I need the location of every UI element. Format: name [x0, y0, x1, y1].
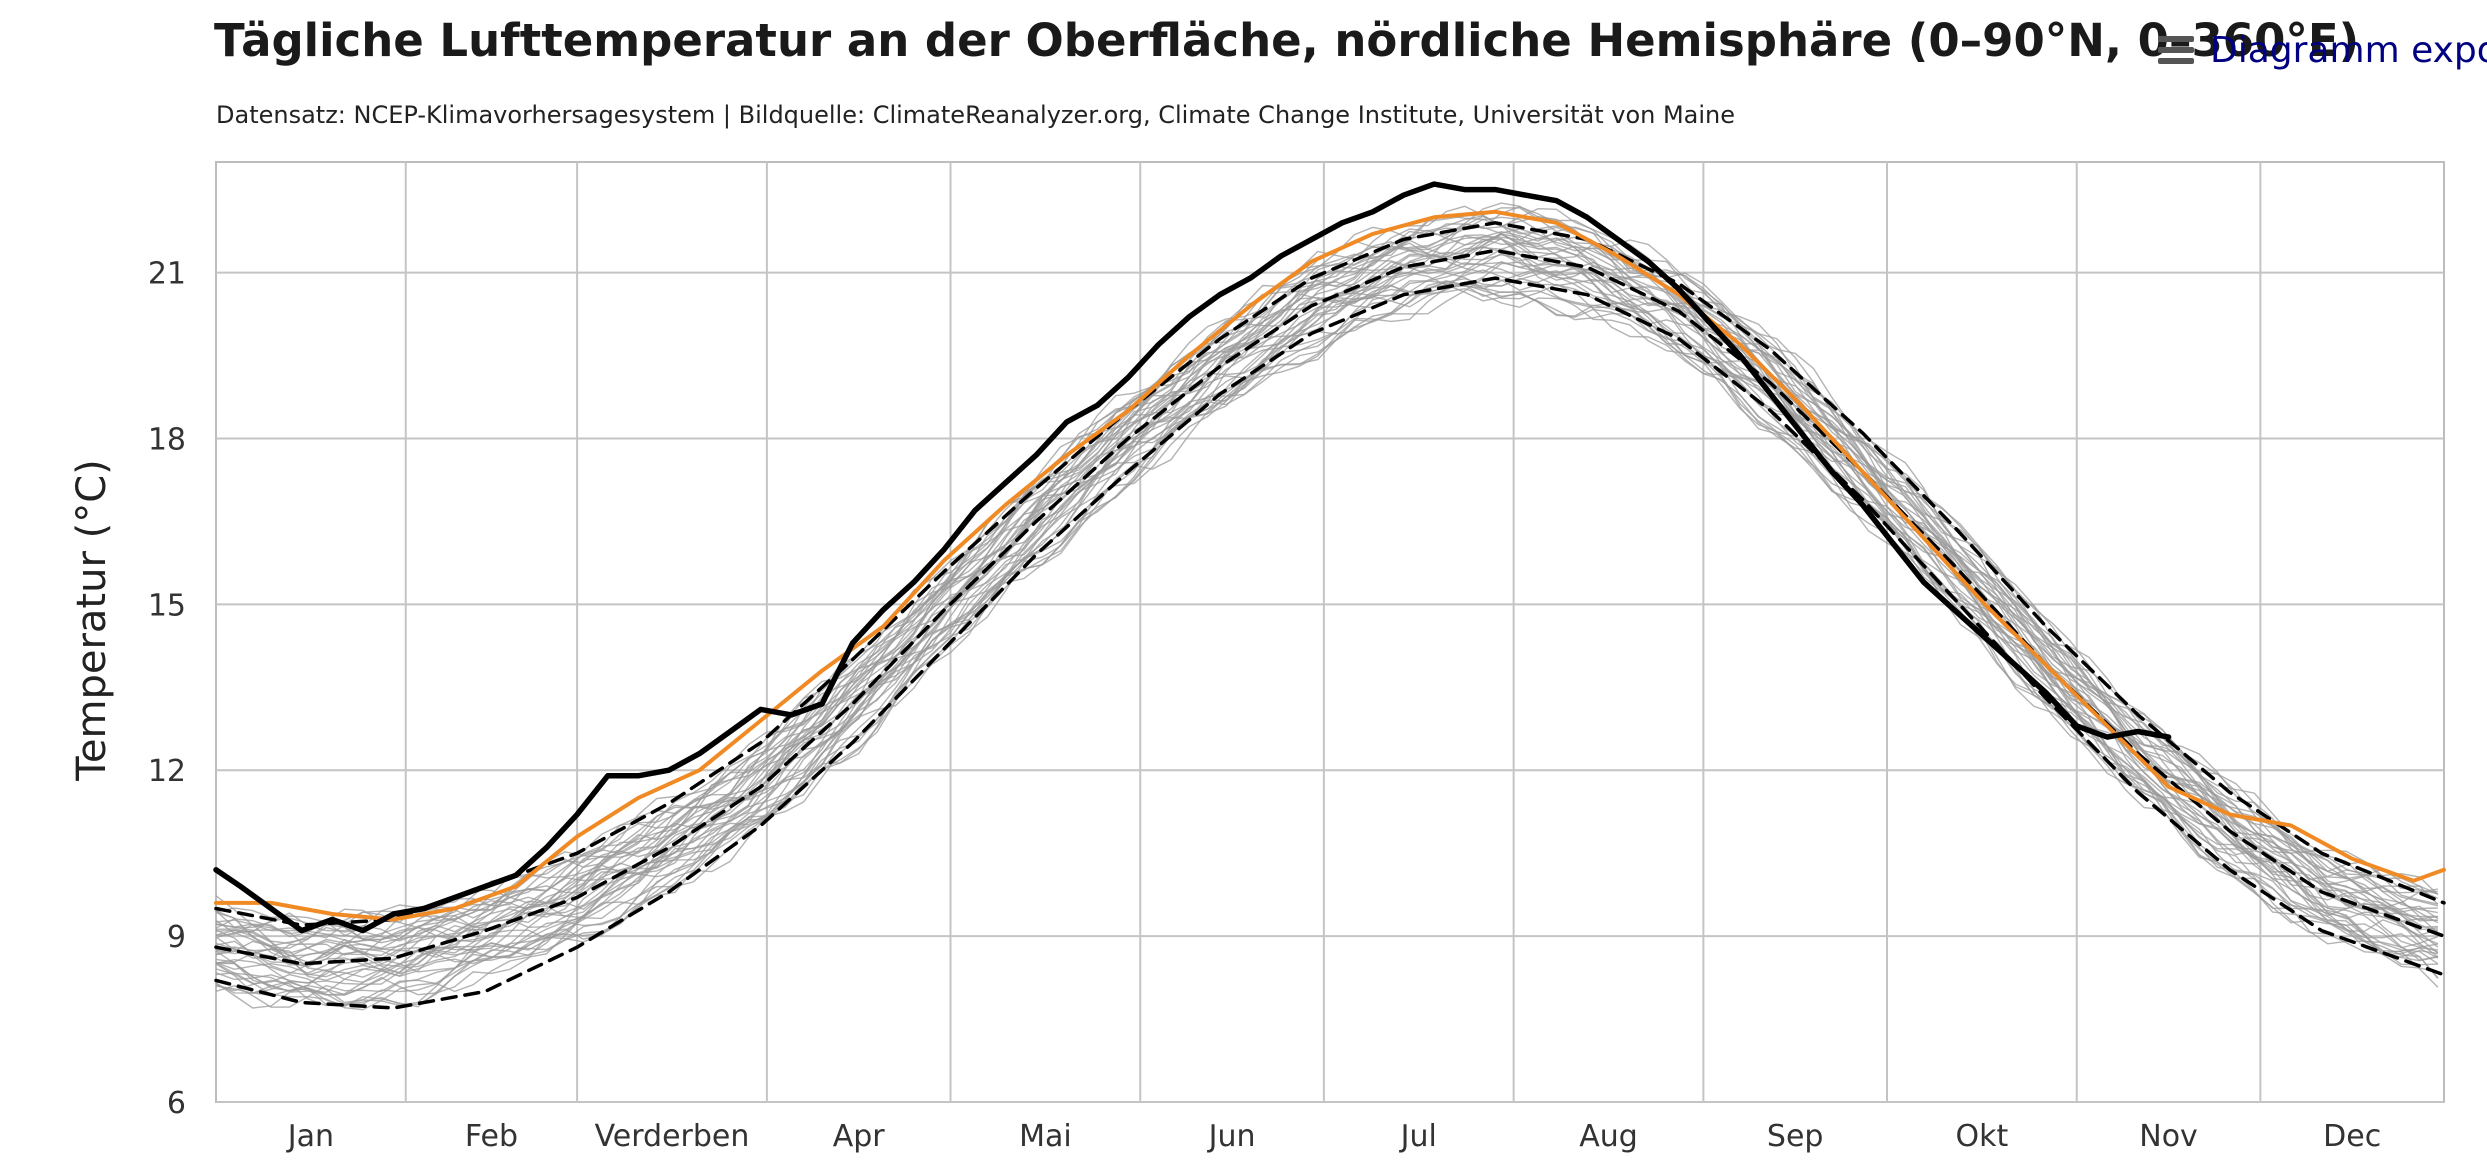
series-line-climatology-upper	[214, 221, 2446, 927]
x-tick-label: Dec	[2323, 1119, 2381, 1154]
y-tick-label: 21	[148, 257, 186, 292]
background-year-line	[215, 225, 2438, 954]
background-year-line	[215, 215, 2439, 944]
y-tick-label: 9	[167, 920, 186, 955]
background-year-line	[215, 261, 2439, 994]
x-tick-label: Verderben	[595, 1119, 750, 1154]
background-year-line	[215, 261, 2439, 984]
series-line-previous-year	[214, 209, 2446, 922]
background-year-line	[215, 280, 2439, 1008]
background-year-line	[215, 206, 2439, 939]
x-tick-label: Sep	[1767, 1119, 1824, 1154]
x-tick-label: Jun	[1207, 1119, 1256, 1154]
background-year-line	[215, 235, 2439, 959]
background-year-line	[215, 287, 2439, 1011]
background-year-line	[215, 215, 2439, 947]
background-year-line	[215, 233, 2438, 966]
background-year-line	[215, 207, 2439, 934]
background-year-line	[215, 207, 2438, 937]
menu-icon	[2158, 36, 2194, 64]
x-tick-label: Nov	[2139, 1119, 2198, 1154]
background-year-line	[215, 283, 2438, 1006]
background-year-line	[215, 229, 2439, 959]
y-tick-label: 12	[148, 754, 186, 789]
background-year-line	[215, 205, 2439, 940]
export-chart-label: Diagramm exportieren	[2210, 29, 2487, 71]
background-year-line	[215, 277, 2439, 1009]
background-year-line	[215, 269, 2439, 996]
chart-subtitle: Datensatz: NCEP-Klimavorhersagesystem | …	[216, 101, 1736, 129]
background-year-line	[215, 248, 2439, 984]
y-tick-label: 18	[148, 422, 186, 457]
background-year-line	[215, 214, 2439, 940]
series-line-current-year	[213, 181, 2172, 934]
background-year-line	[215, 202, 2439, 938]
y-tick-label: 6	[167, 1086, 186, 1121]
background-year-line	[215, 272, 2439, 1004]
background-year-line	[215, 234, 2438, 960]
x-tick-label: Aug	[1579, 1119, 1638, 1154]
background-year-line	[215, 232, 2438, 964]
series-line-climatology-lower	[214, 276, 2446, 1010]
x-tick-label: Jan	[286, 1119, 334, 1154]
x-tick-label: Mai	[1019, 1119, 1072, 1154]
x-tick-label: Feb	[465, 1119, 518, 1154]
background-year-line	[215, 283, 2439, 1007]
x-tick-label: Jul	[1399, 1119, 1437, 1154]
background-year-line	[215, 277, 2439, 1008]
background-year-line	[215, 265, 2439, 985]
x-tick-label: Apr	[833, 1119, 886, 1154]
export-chart-button[interactable]: Diagramm exportieren	[2158, 24, 2487, 76]
background-year-line	[215, 253, 2439, 978]
background-year-line	[215, 215, 2439, 949]
y-tick-label: 15	[148, 588, 186, 623]
background-year-line	[215, 280, 2439, 1006]
x-tick-label: Okt	[1955, 1119, 2008, 1154]
background-year-line	[215, 261, 2439, 992]
chart-title: Tägliche Lufttemperatur an der Oberfläch…	[214, 14, 2360, 67]
